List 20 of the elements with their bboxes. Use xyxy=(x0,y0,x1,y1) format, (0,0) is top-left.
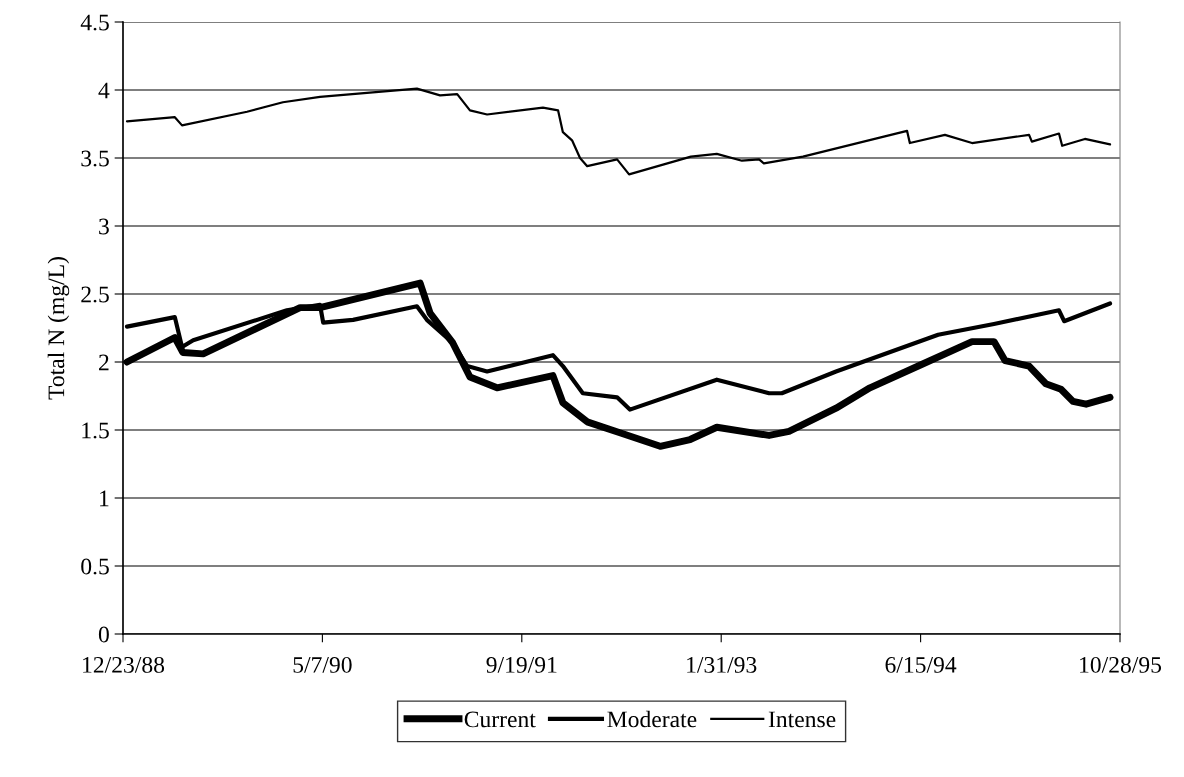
y-tick-label: 1 xyxy=(100,490,109,507)
y-tick-label: 3.5 xyxy=(81,150,109,167)
legend-label: Moderate xyxy=(607,710,697,728)
y-tick-label: 0 xyxy=(98,626,109,643)
x-tick-label: 10/28/95 xyxy=(1080,656,1162,673)
legend-label: Intense xyxy=(768,711,836,728)
y-tick-label: 2.5 xyxy=(81,286,109,303)
y-tick-label: 1.5 xyxy=(82,422,109,439)
x-tick-label: 6/15/94 xyxy=(885,656,957,673)
y-axis-title: Total N (mg/L) xyxy=(47,257,70,400)
y-tick-label: 2 xyxy=(99,354,109,371)
x-tick-label: 1/31/93 xyxy=(687,656,757,673)
x-tick-label: 5/7/90 xyxy=(293,656,352,673)
x-tick-label: 12/23/88 xyxy=(83,656,165,673)
y-tick-label: 0.5 xyxy=(81,558,109,575)
y-tick-label: 4 xyxy=(98,82,110,99)
x-tick-label: 9/19/91 xyxy=(486,656,557,673)
y-tick-label: 3 xyxy=(99,218,109,235)
y-tick-label: 4.5 xyxy=(80,14,109,31)
legend-label: Current xyxy=(464,711,536,728)
